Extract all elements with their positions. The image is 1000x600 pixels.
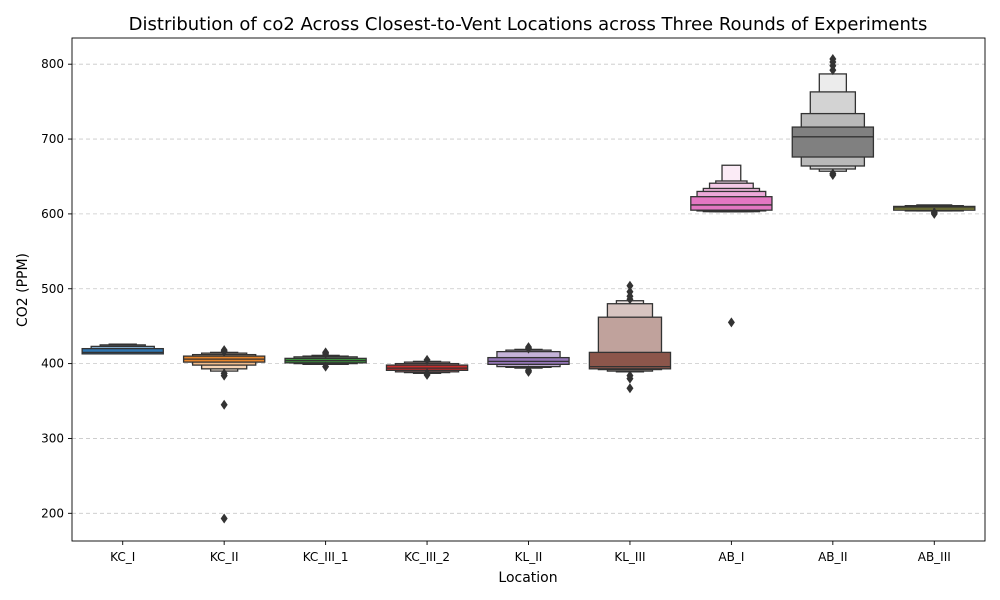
x-tick-label: KC_I <box>110 550 135 564</box>
outlier-point <box>829 53 837 64</box>
x-tick-label: KL_III <box>614 550 645 564</box>
y-tick-label: 600 <box>41 207 64 221</box>
x-tick-label: KC_III_1 <box>303 550 349 564</box>
boxen-level <box>690 196 773 211</box>
x-tick-label: KC_II <box>210 550 239 564</box>
x-tick-label: KC_III_2 <box>404 550 450 564</box>
y-tick-label: 400 <box>41 357 64 371</box>
x-axis-label: Location <box>498 570 557 586</box>
series-KL_III <box>588 280 672 394</box>
series-KC_III_1 <box>284 347 367 372</box>
x-tick-label: AB_II <box>818 550 848 564</box>
x-tick-label: KL_II <box>515 550 543 564</box>
series-KC_II <box>182 345 266 524</box>
outlier-point <box>930 207 938 218</box>
outlier-point <box>220 513 228 524</box>
series-KC_III_2 <box>385 354 469 380</box>
outlier-point <box>322 347 330 358</box>
outlier-point <box>626 280 634 291</box>
plot-data <box>81 53 976 524</box>
series-AB_III <box>893 204 976 219</box>
series-AB_I <box>690 164 773 328</box>
series-AB_II <box>791 53 875 180</box>
boxen-level <box>588 351 672 370</box>
series-KC_I <box>81 343 164 355</box>
outlier-point <box>220 368 228 379</box>
outlier-point <box>626 286 634 297</box>
outlier-point <box>525 365 532 376</box>
outlier-point <box>423 354 431 365</box>
series-KL_II <box>487 342 570 377</box>
outlier-point <box>423 368 431 379</box>
y-tick-label: 700 <box>41 132 64 146</box>
y-tick-label: 300 <box>41 431 64 445</box>
y-tick-label: 500 <box>41 282 64 296</box>
x-tick-label: AB_I <box>718 550 744 564</box>
boxen-level <box>81 347 164 355</box>
outlier-point <box>626 383 634 394</box>
chart-title: Distribution of co2 Across Closest-to-Ve… <box>129 14 928 35</box>
y-tick-label: 800 <box>41 57 64 71</box>
outlier-point <box>829 168 837 179</box>
x-tick-label: AB_III <box>918 550 951 564</box>
y-axis-label: CO2 (PPM) <box>15 253 31 327</box>
outlier-point <box>322 361 330 372</box>
outlier-point <box>525 342 532 353</box>
outlier-point <box>220 345 228 356</box>
outlier-point <box>727 317 735 328</box>
outlier-point <box>626 373 634 384</box>
outlier-point <box>220 399 228 410</box>
axes: 200 300 400 500 600 700 800 KC_I KC_II KC_III_1 KC… <box>41 37 986 564</box>
y-tick-label: 200 <box>41 506 64 520</box>
boxen-level <box>791 126 875 158</box>
